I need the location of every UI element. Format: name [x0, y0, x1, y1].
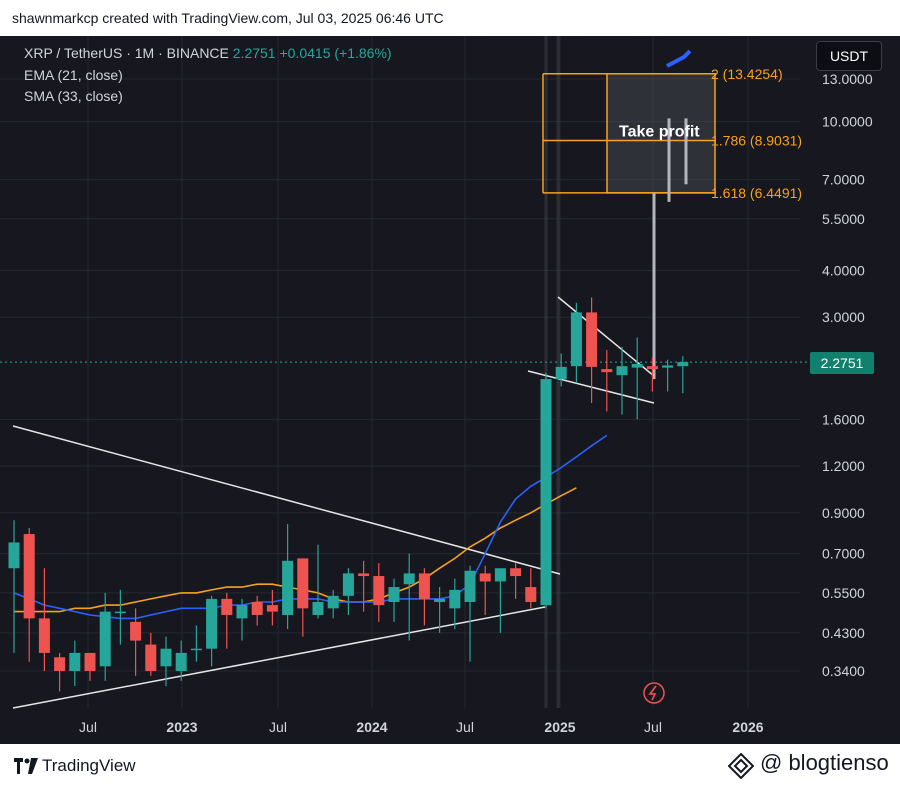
alert-icon-ring [643, 682, 665, 704]
candle-body [236, 605, 248, 619]
sma-line [14, 487, 577, 613]
take-profit-label: Take profit [619, 124, 700, 141]
take-profit-zone [606, 73, 716, 194]
x-tick-label: Jul [269, 719, 287, 735]
y-tick-label: 3.0000 [822, 309, 865, 325]
y-tick-label: 5.5000 [822, 211, 865, 227]
y-tick-label: 0.7000 [822, 546, 865, 562]
y-tick-label: 0.3400 [822, 663, 865, 679]
brand-handle: @ blogtienso [760, 750, 889, 775]
alert-icon-bolt [648, 685, 657, 701]
fib-level-label: 1.786 (8.9031) [711, 133, 802, 149]
candle-body [358, 573, 370, 577]
legend-change: +0.0415 (+1.86%) [279, 45, 392, 61]
candle-body [646, 366, 658, 370]
candle-body [160, 648, 172, 667]
candle-body [662, 365, 674, 368]
candle-body [54, 657, 66, 671]
author-credit: shawnmarkcp created with TradingView.com… [12, 10, 444, 26]
candle-body [449, 589, 461, 609]
fib-level-label: 2 (13.4254) [711, 66, 783, 82]
candle-body [403, 573, 415, 585]
ascending-trendline [12, 606, 546, 709]
candle-body [570, 312, 582, 367]
ema-line [13, 434, 608, 620]
candle-body [616, 366, 628, 376]
candle-body [69, 652, 81, 671]
candle-body [190, 648, 202, 651]
x-tick-label: Jul [456, 719, 474, 735]
legend-ema[interactable]: EMA (21, close) [24, 67, 123, 83]
candle-body [479, 573, 491, 582]
candle-body [388, 587, 400, 602]
candle-body [540, 379, 552, 606]
descending-trendline [12, 425, 561, 575]
candle-body [23, 534, 35, 619]
candle-body [251, 601, 263, 615]
candle-body [434, 598, 446, 602]
y-tick-label: 7.0000 [822, 172, 865, 188]
candle-body [130, 621, 142, 641]
legend-sma[interactable]: SMA (33, close) [24, 88, 123, 104]
candle-body [99, 611, 111, 667]
candle-body [342, 573, 354, 596]
legend-price: 2.2751 [232, 45, 276, 61]
y-tick-label: 1.2000 [822, 458, 865, 474]
chart-panel[interactable]: 13.0000 10.0000 7.0000 5.5000 4.0000 3.0000 1.… [0, 36, 900, 744]
y-tick-label: 10.0000 [822, 114, 873, 130]
candle-body [114, 611, 126, 614]
candle-body [586, 312, 598, 367]
candle-body [510, 568, 522, 577]
candle-body [373, 576, 385, 606]
blogtienso-logo-icon [728, 753, 754, 779]
footer: TradingView @ blogtienso [0, 744, 900, 788]
x-tick-label: 2023 [166, 719, 197, 735]
candle-body [175, 652, 187, 671]
candle-body [312, 601, 324, 615]
candle-body [601, 369, 613, 373]
y-tick-label: 1.6000 [822, 411, 865, 427]
y-tick-label: 0.5500 [822, 585, 865, 601]
candle-body [677, 362, 689, 367]
candle-body [221, 598, 233, 615]
candle-body [206, 598, 218, 649]
candle-body [555, 366, 567, 380]
legend-title: XRP / TetherUS · 1M · BINANCE 2.2751 +0.… [24, 45, 392, 61]
alert-icon [643, 682, 665, 704]
fib-level-label: 1.618 (6.4491) [711, 185, 802, 201]
candle-body [38, 618, 50, 653]
price-chart[interactable]: 13.0000 10.0000 7.0000 5.5000 4.0000 3.0000 1.… [0, 36, 900, 744]
candle-body [145, 644, 157, 671]
flag-upper-line [557, 296, 655, 377]
candle-body [418, 573, 430, 599]
x-tick-label: Jul [79, 719, 97, 735]
x-tick-label: 2026 [732, 719, 763, 735]
x-tick-label: 2025 [544, 719, 575, 735]
candle-body [327, 595, 339, 609]
breakout-arrow [666, 49, 692, 68]
y-tick-label: 0.9000 [822, 505, 865, 521]
candle-body [631, 363, 643, 368]
candle-body [494, 568, 506, 582]
candle-body [525, 587, 537, 602]
legend-symbol: XRP / TetherUS · 1M · BINANCE [24, 45, 229, 61]
y-tick-label: 13.0000 [822, 71, 873, 87]
candle-body [84, 652, 96, 671]
candle-body [266, 605, 278, 612]
x-tick-label: Jul [644, 719, 662, 735]
candle-body [8, 542, 20, 569]
y-tick-label: 4.0000 [822, 262, 865, 278]
tradingview-logo-icon [14, 758, 38, 774]
current-price-badge: 2.2751 [810, 352, 874, 374]
candle-body [282, 560, 294, 615]
currency-unit-button[interactable]: USDT [816, 41, 882, 71]
y-tick-label: 0.4300 [822, 625, 865, 641]
x-tick-label: 2024 [356, 719, 387, 735]
candle-body [297, 558, 309, 609]
candle-body [464, 570, 476, 602]
tradingview-wordmark: TradingView [42, 756, 136, 775]
